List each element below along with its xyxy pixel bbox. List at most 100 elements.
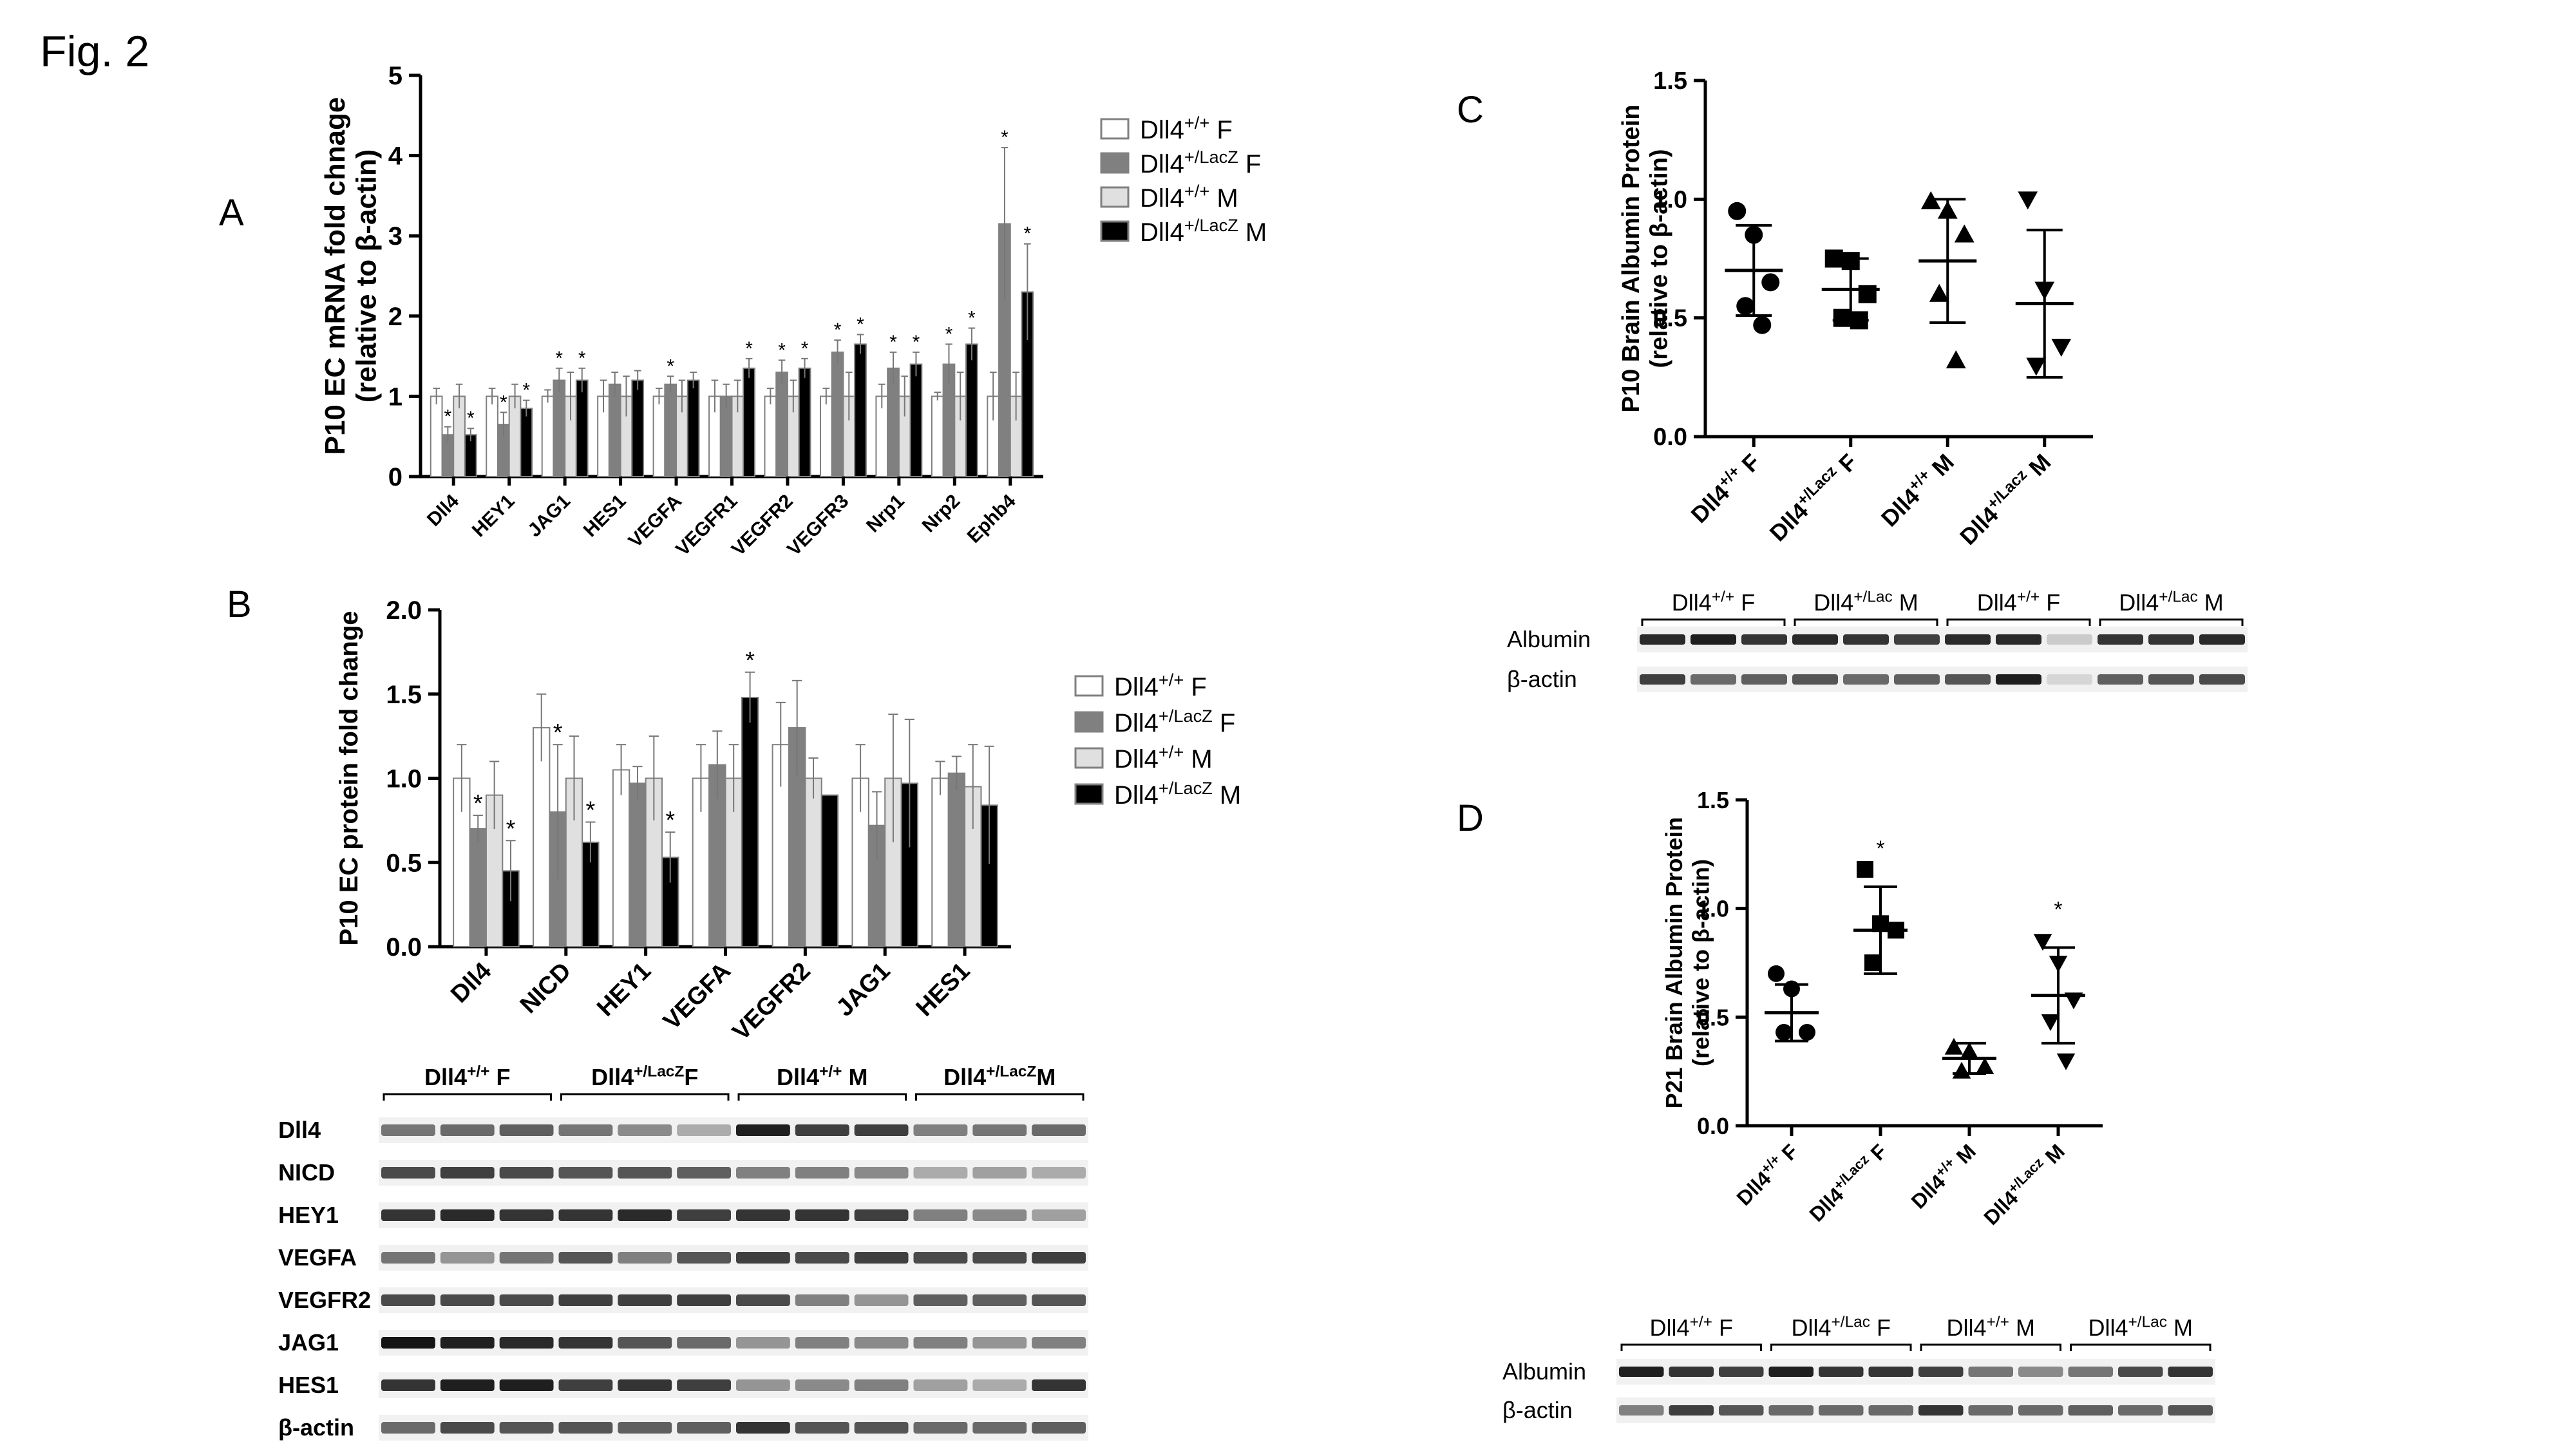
y-tick-label: 5 [388,62,402,90]
y-tick-label: 1.0 [1697,896,1729,922]
y-tick-label: 2.0 [386,596,422,625]
blot-group-label-base: Dll4 [943,1064,986,1090]
blot-band [381,1294,435,1306]
blot-band [677,1252,731,1264]
blot-group-label-sup: +/+ [1712,588,1734,605]
bar-VEGFR3-1 [831,351,844,477]
significance-star: * [834,319,842,341]
blot-group-label-suffix: F [1870,1314,1891,1341]
point-triangle-down [2041,1014,2060,1032]
blot-group-label-sup: +/Lac [1853,588,1893,605]
x-tick-label: Dll4+/+ M [1875,448,1959,531]
blot-band [1032,1379,1086,1391]
blot-band [2098,674,2143,685]
blot-row-label: HEY1 [278,1202,339,1228]
blot-group-label: Dll4+/+ F [1977,588,2060,616]
x-tick-label: VEGFR2 [728,491,797,560]
significance-star: * [555,348,563,369]
blot-band [1918,1367,1964,1377]
blot-band [736,1294,790,1306]
blot-band [1996,674,2041,685]
significance-star: * [667,355,674,377]
blot-row-label: Albumin [1507,626,1591,652]
blot-band [381,1167,435,1179]
blot-band [440,1294,495,1306]
x-tick-label: HES1 [911,958,976,1022]
x-tick-label: Dll4 [446,958,497,1009]
legend-entry-base: Dll4 [1114,709,1159,737]
blot-band [1968,1405,2013,1416]
blot-band [618,1379,672,1391]
legend-entry-suffix: M [1184,745,1212,773]
x-tick-label: Dll4+/Lacz M [1954,448,2056,550]
blot-band [913,1337,968,1349]
x-tick-label: Dll4+/Lacz F [1803,1138,1891,1226]
blot-band [1032,1252,1086,1264]
bar-VEGFR2-3 [798,367,811,477]
significance-star: * [1024,223,1032,245]
x-tick-label: VEGFA [658,958,736,1036]
significance-star: * [913,332,920,353]
blot-group-label-suffix: M [1893,589,1918,616]
blot-band [2118,1367,2163,1377]
blot-band [1719,1367,1764,1377]
y-tick-label: 4 [388,142,403,171]
bar-HES1-1 [608,383,621,478]
blot-band [440,1379,495,1391]
blot-band [972,1294,1027,1306]
blot-band [1945,674,1991,685]
legend-entry-base: Dll4 [1140,184,1184,213]
blot-band [736,1337,790,1349]
blot-band [558,1252,613,1264]
blot-band [1741,674,1787,685]
blot-band [440,1209,495,1221]
blot-strip [379,1117,1088,1143]
blot-group-label-base: Dll4 [1947,1314,1987,1341]
blot-band [1918,1405,1964,1416]
x-tick-label: JAG1 [831,958,896,1022]
blot-group-label-sup: +/+ [1690,1313,1712,1331]
blot-group-label-suffix: F [489,1064,510,1090]
blot-band [1768,1367,1814,1377]
blot-band [913,1209,968,1221]
point-square [1858,285,1877,303]
bar-HES1-0 [931,777,949,947]
blot-band [499,1209,554,1221]
blot-band [913,1167,968,1179]
blot-group-label-sup: +/LacZ [986,1063,1036,1080]
blot-band [618,1124,672,1136]
significance-star: * [857,314,864,335]
blot-band [558,1167,613,1179]
bar-VEGFA-1 [664,383,677,478]
blot-group-label-base: Dll4 [2119,589,2159,616]
blot-band [2199,634,2245,645]
legend-entry-base: Dll4 [1114,781,1159,810]
point-triangle-down [2026,357,2047,376]
blot-band [499,1124,554,1136]
point-square [1850,311,1868,330]
blot-band [854,1167,909,1179]
legend-swatch [1100,220,1130,242]
blot-band [913,1422,968,1434]
y-tick-label: 1.5 [1653,68,1687,95]
blot-band [499,1337,554,1349]
legend-entry-sup: +/+ [1184,181,1209,201]
significance-star: * [665,807,675,834]
blot-group-label-suffix: F [1712,1314,1733,1341]
blot-group-label: Dll4+/+ F [1672,588,1755,616]
blot-strip [1616,1397,2215,1423]
blot-group-bracket [1770,1343,1912,1351]
blot-group-bracket [560,1093,730,1101]
blot-row-label: β-actin [1507,666,1577,692]
blot-group-label-base: Dll4 [777,1064,819,1090]
legend-entry-base: Dll4 [1114,745,1159,773]
blot-group-bracket [1620,1343,1762,1351]
bar-Nrp1-1 [887,367,900,477]
legend-swatch [1074,711,1104,733]
legend-entry-sup: +/+ [1159,670,1184,690]
blot-row-label: β-actin [1502,1397,1573,1423]
blot-group-label-base: Dll4 [2088,1314,2128,1341]
legend-entry-sup: +/LacZ [1184,147,1238,167]
significance-star: * [553,719,563,746]
